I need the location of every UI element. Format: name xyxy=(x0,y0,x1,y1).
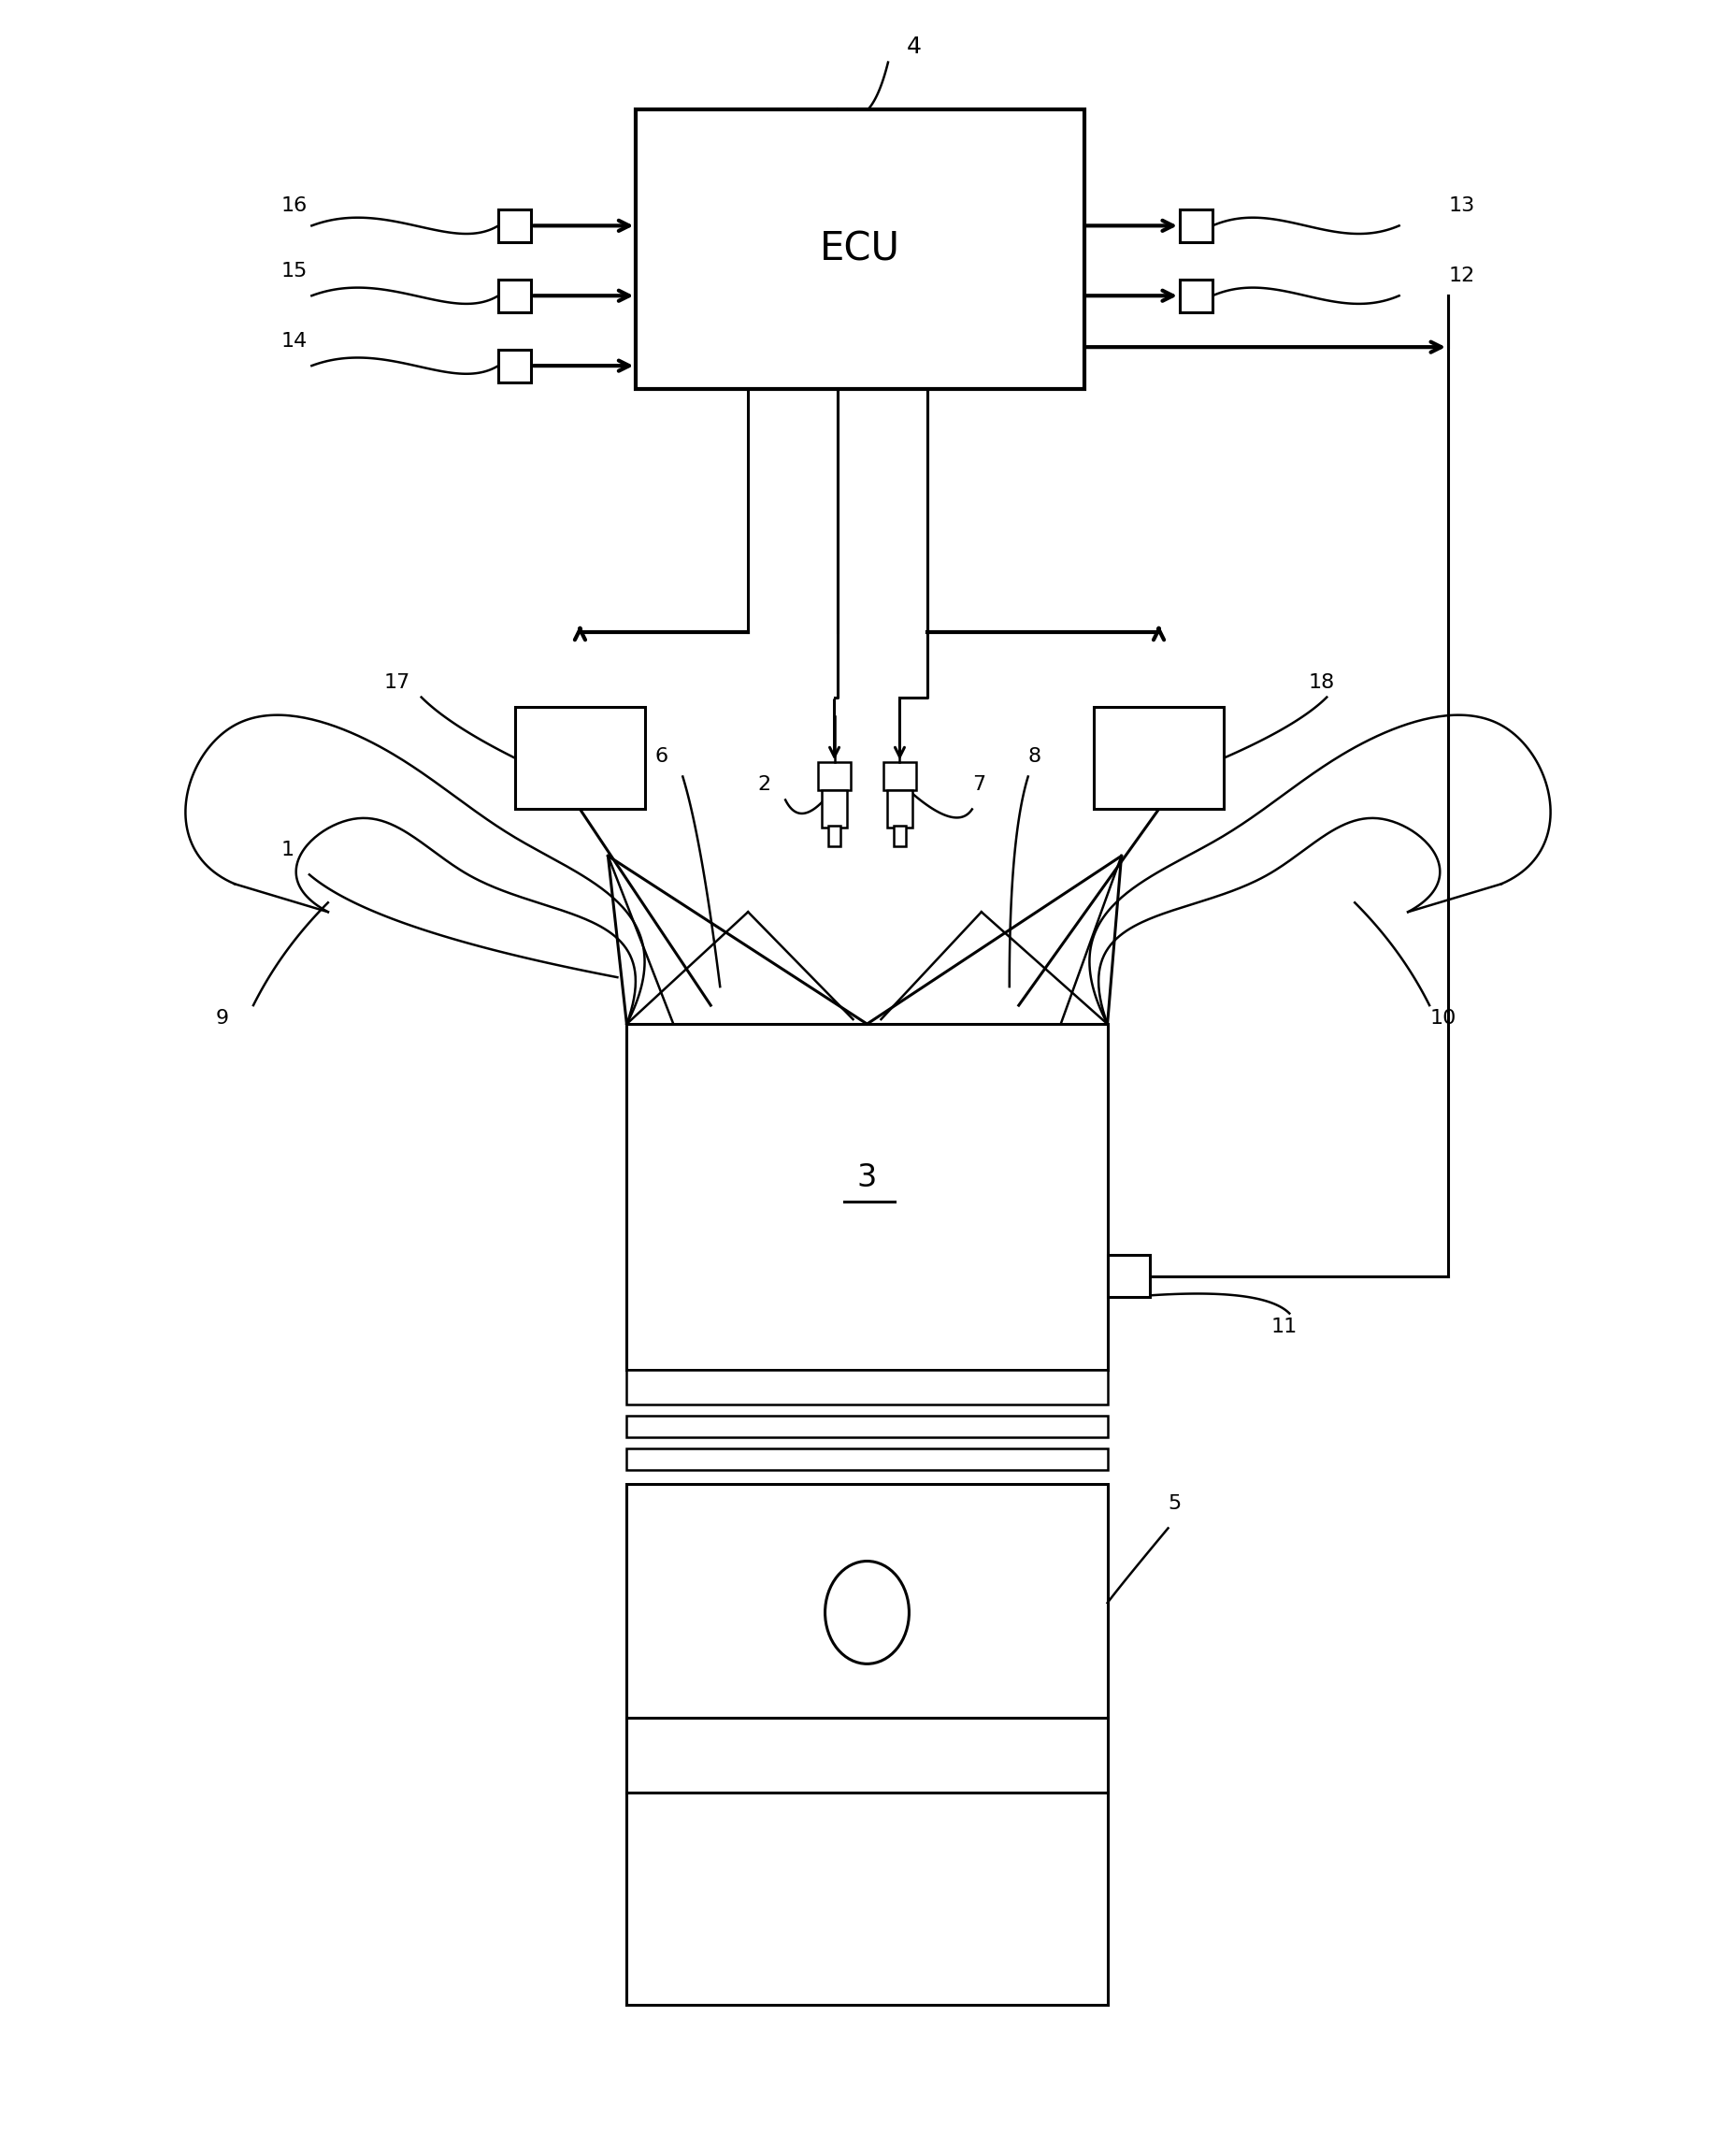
Text: 4: 4 xyxy=(906,34,922,58)
Bar xyxy=(1180,279,1212,311)
Bar xyxy=(1180,210,1212,242)
Bar xyxy=(887,790,911,828)
Text: 9: 9 xyxy=(215,1009,229,1028)
Bar xyxy=(828,826,840,846)
Bar xyxy=(894,826,906,846)
Bar xyxy=(823,790,847,828)
Bar xyxy=(635,109,1083,388)
Text: 1: 1 xyxy=(281,841,295,861)
Text: 6: 6 xyxy=(654,747,668,766)
Text: 15: 15 xyxy=(281,262,307,281)
Text: 12: 12 xyxy=(1448,266,1474,285)
Bar xyxy=(627,1485,1108,1717)
Text: 16: 16 xyxy=(281,197,307,215)
Bar xyxy=(627,1449,1108,1470)
Text: 14: 14 xyxy=(281,333,307,350)
Bar xyxy=(1094,706,1224,809)
Bar xyxy=(818,762,851,790)
Bar xyxy=(498,350,531,382)
Bar xyxy=(627,1024,1108,1369)
Text: 17: 17 xyxy=(384,674,410,691)
Bar xyxy=(884,762,917,790)
Bar xyxy=(514,706,646,809)
Text: 18: 18 xyxy=(1309,674,1335,691)
Text: 11: 11 xyxy=(1271,1318,1297,1335)
Bar xyxy=(498,210,531,242)
Bar xyxy=(1108,1255,1149,1296)
Text: 7: 7 xyxy=(972,775,986,794)
Text: 10: 10 xyxy=(1429,1009,1457,1028)
Bar xyxy=(627,1416,1108,1438)
Text: 3: 3 xyxy=(858,1163,877,1193)
Text: 13: 13 xyxy=(1448,197,1474,215)
Text: 8: 8 xyxy=(1028,747,1042,766)
Bar xyxy=(627,1369,1108,1406)
Text: 2: 2 xyxy=(757,775,771,794)
Bar xyxy=(498,279,531,311)
Text: 5: 5 xyxy=(1168,1494,1182,1513)
Text: ECU: ECU xyxy=(819,230,901,268)
Ellipse shape xyxy=(825,1560,910,1663)
